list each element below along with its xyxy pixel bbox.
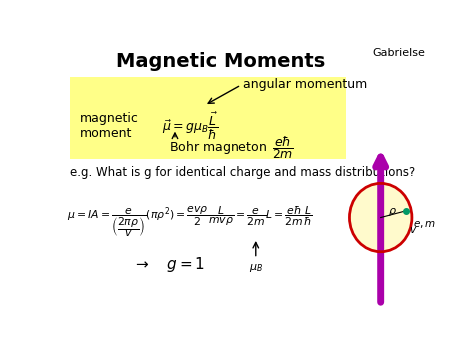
Bar [70,77,346,159]
Text: $\vec{\mu} = g\mu_B \dfrac{\vec{L}}{\hbar}$: $\vec{\mu} = g\mu_B \dfrac{\vec{L}}{\hba… [162,110,219,142]
Ellipse shape [349,184,412,252]
Text: magnetic
moment: magnetic moment [80,112,138,140]
Text: $e,m$: $e,m$ [413,219,436,230]
Text: $\rho$: $\rho$ [388,206,397,218]
Text: $v$: $v$ [409,225,417,235]
Text: $\mu_B$: $\mu_B$ [249,262,263,274]
Text: e.g. What is g for identical charge and mass distributions?: e.g. What is g for identical charge and … [70,166,416,179]
Text: Bohr magneton $\,\dfrac{e\hbar}{2m}$: Bohr magneton $\,\dfrac{e\hbar}{2m}$ [169,135,294,161]
Text: $\mu = IA = \dfrac{e}{\left(\dfrac{2\pi\rho}{v}\right)}(\pi\rho^2) = \dfrac{ev\r: $\mu = IA = \dfrac{e}{\left(\dfrac{2\pi\… [66,204,312,239]
Text: Gabrielse: Gabrielse [372,48,425,58]
Text: Magnetic Moments: Magnetic Moments [116,52,326,71]
Text: angular momentum: angular momentum [243,78,367,92]
Text: $\rightarrow \quad g = 1$: $\rightarrow \quad g = 1$ [133,255,205,273]
